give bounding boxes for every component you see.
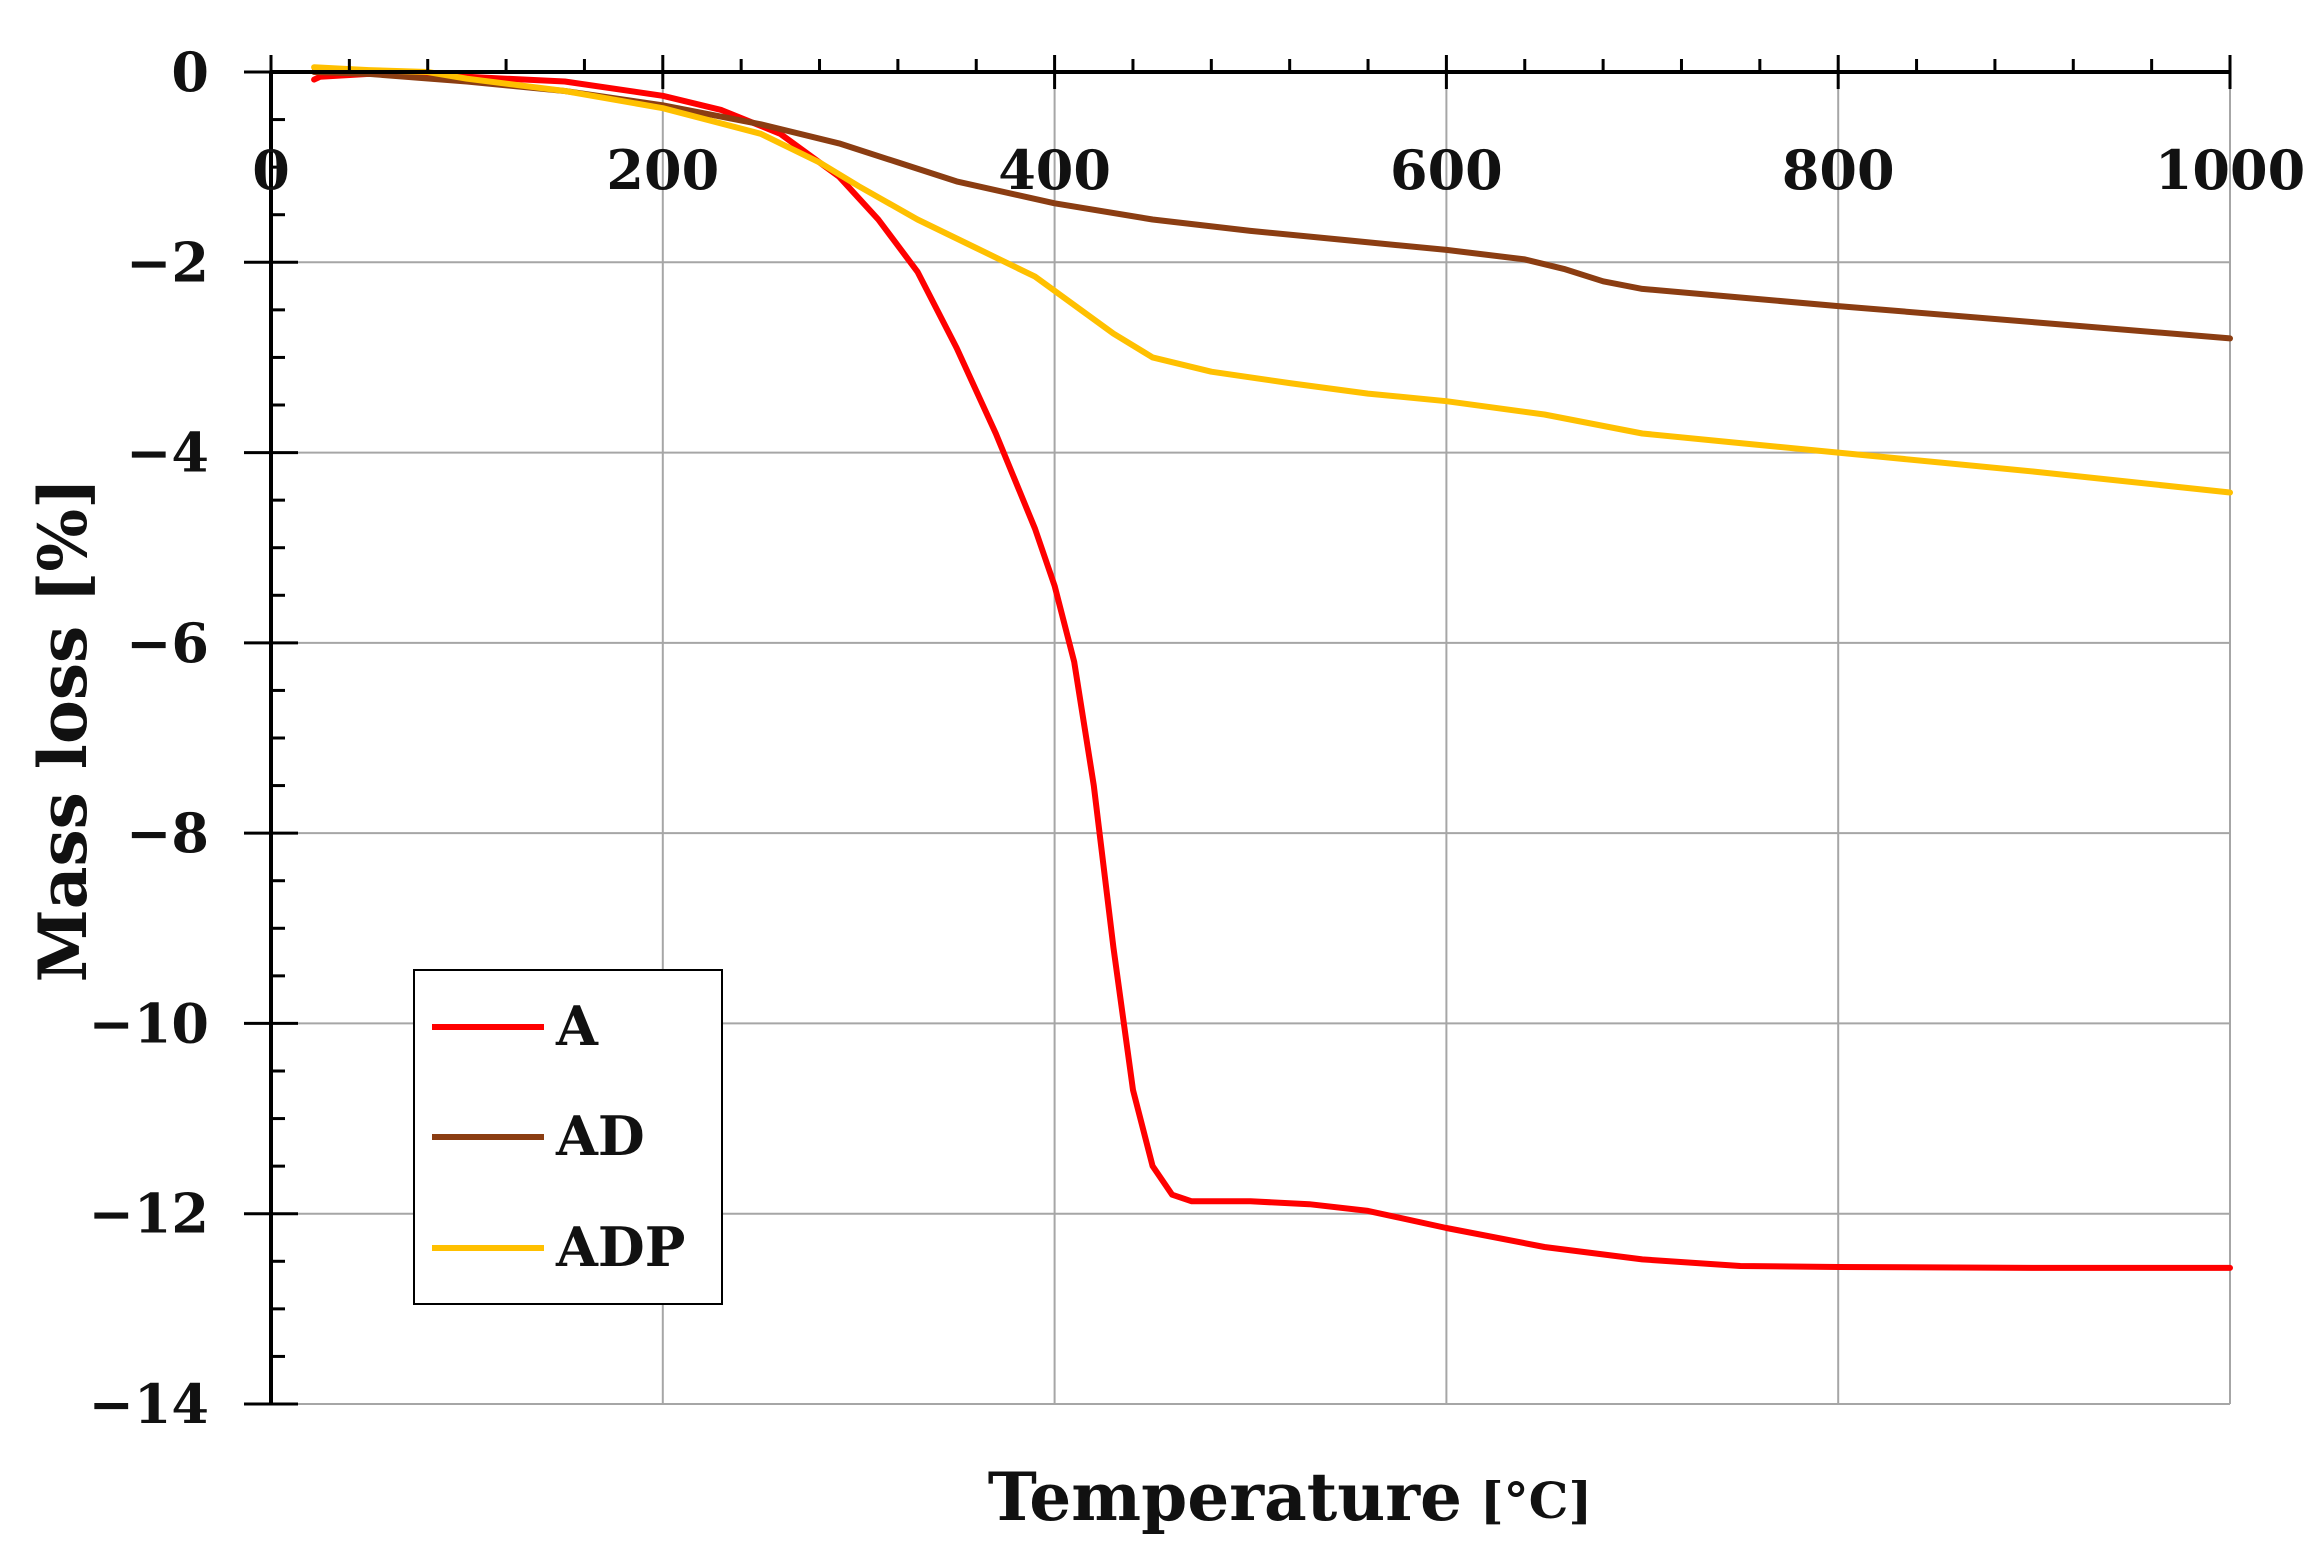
x-tick-label: 200 bbox=[606, 138, 719, 202]
y-tick-label: −2 bbox=[126, 230, 209, 294]
x-axis-unit: [°C] bbox=[1480, 1471, 1592, 1530]
axes bbox=[244, 55, 2232, 1406]
x-tick-label: 600 bbox=[1390, 138, 1503, 202]
x-axis-title: Temperature bbox=[988, 1458, 1462, 1536]
legend: A AD ADP bbox=[413, 969, 723, 1305]
x-tick-label: 800 bbox=[1782, 138, 1895, 202]
x-tick-label: 0 bbox=[252, 138, 290, 202]
series-line-ad bbox=[311, 69, 2233, 342]
tick-labels: 0 200 400 600 800 1000 0 −2 −4 −6 −8 −10 −12 −14 bbox=[89, 40, 2306, 1436]
y-tick-label: −14 bbox=[89, 1372, 209, 1436]
y-tick-label: −8 bbox=[126, 801, 209, 865]
y-axis-title: Mass loss [%] bbox=[24, 478, 102, 983]
legend-label-adp: ADP bbox=[555, 1215, 685, 1279]
legend-label-ad: AD bbox=[555, 1104, 645, 1168]
y-tick-label: 0 bbox=[171, 40, 209, 104]
y-tick-label: −12 bbox=[89, 1182, 209, 1246]
y-tick-label: −6 bbox=[126, 611, 209, 675]
series-lines bbox=[311, 64, 2233, 1271]
series-line-a bbox=[311, 70, 2233, 1271]
x-tick-label: 1000 bbox=[2155, 138, 2305, 202]
series-line-adp bbox=[311, 64, 2233, 496]
legend-label-a: A bbox=[555, 994, 599, 1058]
x-tick-label: 400 bbox=[998, 138, 1111, 202]
y-tick-label: −4 bbox=[126, 421, 209, 485]
y-tick-label: −10 bbox=[89, 991, 209, 1055]
